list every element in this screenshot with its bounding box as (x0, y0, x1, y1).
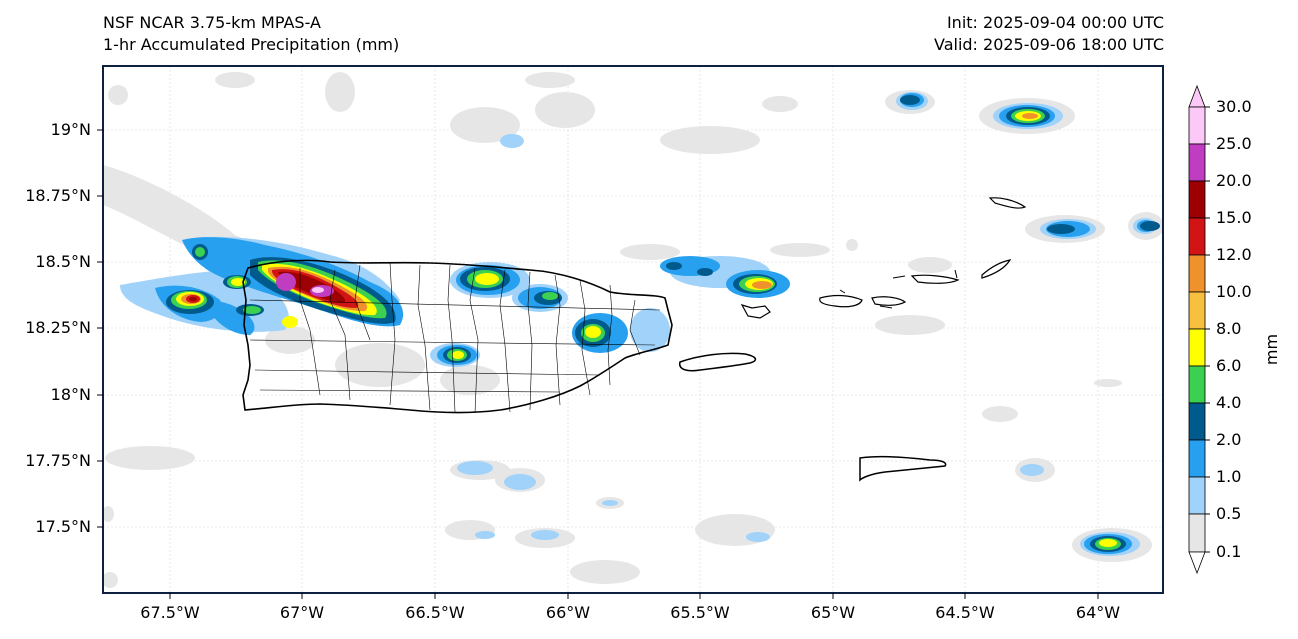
lon-label-65: 65°W (810, 603, 856, 622)
vieques-coastline (679, 352, 757, 372)
lon-label-67-5: 67.5°W (140, 603, 200, 622)
colorbar-label-0-1: 0.1 (1216, 542, 1242, 561)
lat-label-18-25: 18.25°N (25, 318, 91, 337)
lon-label-65-5: 65.5°W (670, 603, 730, 622)
lat-label-18-5: 18.5°N (35, 252, 91, 271)
colorbar-label-1: 1.0 (1216, 467, 1242, 486)
puerto-rico-coastline (242, 259, 673, 414)
anegada-coastline (988, 197, 1027, 209)
colorbar-unit: mm (1262, 333, 1282, 366)
colorbar-label-2: 2.0 (1216, 430, 1242, 449)
lat-label-17-75: 17.75°N (25, 451, 91, 470)
colorbar-label-25: 25.0 (1216, 134, 1252, 153)
small-islands (839, 269, 958, 309)
init-time: Init: 2025-09-04 00:00 UTC (946, 13, 1164, 32)
plot-title: NSF NCAR 3.75-km MPAS-A 1-hr Accumulated… (103, 12, 399, 56)
field-name: 1-hr Accumulated Precipitation (mm) (103, 35, 400, 54)
lat-label-18-75: 18.75°N (25, 186, 91, 205)
colorbar-top-extension (1188, 84, 1206, 108)
colorbar-label-20: 20.0 (1216, 171, 1252, 190)
colorbar-ticks (1205, 106, 1210, 553)
lon-label-66-5: 66.5°W (405, 603, 465, 622)
tick-marks (97, 129, 1099, 599)
lon-label-67: 67°W (279, 603, 325, 622)
lon-label-64: 64°W (1075, 603, 1121, 622)
virgin-gorda-coastline (981, 259, 1012, 279)
time-info: Init: 2025-09-04 00:00 UTC Valid: 2025-0… (934, 12, 1164, 56)
lat-label-17-5: 17.5°N (35, 517, 91, 536)
municipal-boundaries (249, 261, 661, 414)
map-area (103, 66, 1163, 593)
colorbar-label-12: 12.0 (1216, 245, 1252, 264)
valid-time: Valid: 2025-09-06 18:00 UTC (933, 35, 1164, 54)
saint-thomas-coastline (819, 294, 863, 308)
map-frame (102, 65, 1164, 594)
colorbar-label-15: 15.0 (1216, 208, 1252, 227)
colorbar-label-10: 10.0 (1216, 282, 1252, 301)
lat-label-19: 19°N (50, 120, 91, 139)
colorbar-bottom-extension (1188, 551, 1206, 575)
culebra-coastline (740, 304, 771, 319)
model-name: NSF NCAR 3.75-km MPAS-A (103, 13, 321, 32)
colorbar-label-30: 30.0 (1216, 97, 1252, 116)
lat-label-18: 18°N (50, 385, 91, 404)
saint-john-coastline (871, 296, 907, 306)
colorbar-label-0-5: 0.5 (1216, 504, 1242, 523)
tortola-coastline (910, 274, 960, 284)
colorbar-label-6: 6.0 (1216, 356, 1242, 375)
colorbar-label-8: 8.0 (1216, 319, 1242, 338)
colorbar-label-4: 4.0 (1216, 393, 1242, 412)
saint-croix-coastline (859, 455, 947, 482)
lon-label-64-5: 64.5°W (935, 603, 995, 622)
precip-pink (312, 287, 324, 293)
colorbar (1188, 84, 1206, 575)
lon-label-66: 66°W (545, 603, 591, 622)
